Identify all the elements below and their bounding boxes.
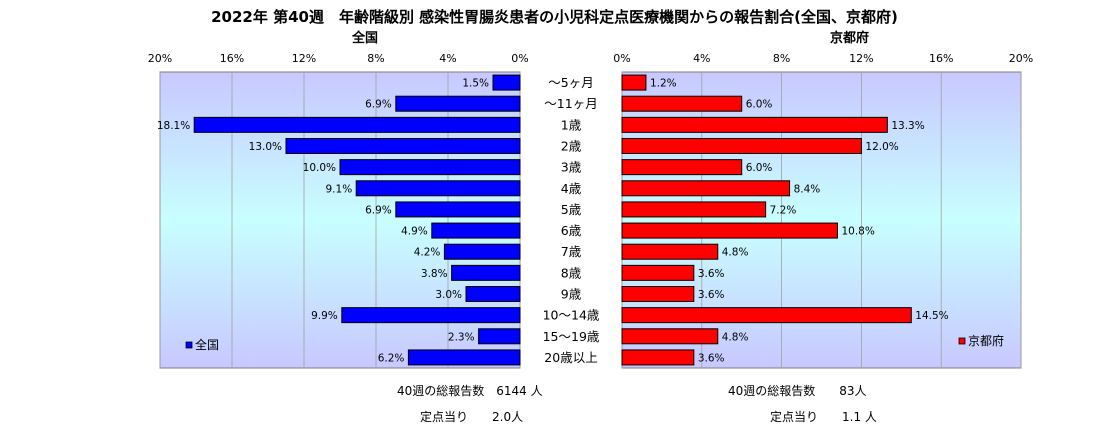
right-bar: [621, 138, 862, 154]
left-bar: [285, 138, 521, 154]
left-tick-label: 0%: [511, 52, 528, 65]
left-bar-label: 18.1%: [157, 120, 190, 132]
legend-swatch-right: [958, 337, 966, 345]
right-plot-area: [621, 71, 1022, 369]
left-bar: [341, 307, 521, 324]
left-panel-label: 全国: [352, 31, 379, 46]
left-bar-label: 3.8%: [421, 268, 448, 280]
right-bar: [621, 307, 912, 324]
right-bar-label: 4.8%: [722, 331, 749, 343]
right-bar-label: 6.0%: [746, 162, 773, 174]
right-bar-label: 3.6%: [698, 352, 725, 364]
category-label: 15～19歳: [543, 329, 600, 344]
left-bar: [407, 349, 521, 366]
category-label: 1歳: [561, 117, 582, 132]
right-bar-label: 13.3%: [891, 120, 924, 132]
legend-swatch-left: [185, 341, 193, 349]
left-per-site: 定点当り 2.0人: [420, 410, 524, 424]
right-tick-label: 16%: [929, 52, 953, 65]
left-bar: [431, 222, 521, 239]
left-bar: [492, 74, 521, 91]
legend-label-right: 京都府: [968, 333, 1004, 348]
right-bar-label: 8.4%: [794, 183, 821, 195]
left-bar: [451, 264, 521, 281]
category-label: ～5ヶ月: [548, 75, 593, 90]
left-bar: [395, 201, 521, 218]
right-bar-label: 12.0%: [865, 141, 898, 153]
left-bar: [395, 95, 521, 112]
right-panel-label: 京都府: [830, 31, 870, 46]
left-bar-label: 6.9%: [365, 204, 392, 216]
right-bar: [621, 222, 838, 239]
right-bar-label: 3.6%: [698, 289, 725, 301]
left-bar-label: 13.0%: [249, 141, 282, 153]
right-bar: [621, 328, 719, 345]
left-bar-label: 6.9%: [365, 99, 392, 111]
left-bar: [339, 159, 521, 176]
right-per-site: 定点当り 1.1 人: [770, 410, 877, 424]
left-bar: [193, 116, 521, 133]
left-bar-label: 1.5%: [462, 78, 489, 90]
category-label: ～11ヶ月: [544, 96, 597, 111]
left-tick-label: 8%: [367, 52, 384, 65]
legend-label-left: 全国: [195, 337, 219, 352]
right-tick-label: 12%: [849, 52, 873, 65]
right-bar: [621, 349, 695, 366]
right-bar-label: 1.2%: [650, 78, 677, 90]
left-bar-label: 2.3%: [448, 331, 475, 343]
right-bar: [621, 180, 791, 197]
right-bar: [621, 286, 695, 302]
left-bar: [465, 286, 521, 302]
right-bar: [621, 243, 719, 260]
category-label: 7歳: [561, 244, 582, 259]
left-bar-label: 4.2%: [414, 247, 441, 259]
left-tick-label: 16%: [220, 52, 244, 65]
right-bar: [621, 264, 695, 281]
left-bar-label: 9.1%: [326, 183, 353, 195]
left-bar-label: 10.0%: [303, 162, 336, 174]
category-label: 6歳: [561, 223, 582, 238]
category-label: 20歳以上: [544, 350, 597, 365]
category-label: 5歳: [561, 202, 582, 217]
right-bar-label: 4.8%: [722, 247, 749, 259]
right-bar-label: 6.0%: [746, 99, 773, 111]
category-label: 4歳: [561, 181, 582, 196]
right-tick-label: 0%: [613, 52, 630, 65]
right-tick-label: 4%: [693, 52, 710, 65]
left-bar-label: 3.0%: [435, 289, 462, 301]
category-label: 8歳: [561, 265, 582, 280]
left-bar-label: 9.9%: [311, 310, 338, 322]
left-plot-area: [159, 71, 521, 369]
right-bar: [621, 116, 888, 133]
left-bar-label: 4.9%: [401, 226, 428, 238]
left-tick-label: 20%: [148, 52, 172, 65]
right-bar: [621, 95, 743, 112]
left-total-reports: 40週の総報告数 6144 人: [397, 384, 543, 398]
right-bar-label: 3.6%: [698, 268, 725, 280]
left-tick-label: 12%: [292, 52, 316, 65]
right-bar-label: 7.2%: [770, 204, 797, 216]
chart-title: 2022年 第40週 年齢階級別 感染性胃腸炎患者の小児科定点医療機関からの報告…: [211, 8, 898, 26]
right-bar: [621, 159, 743, 176]
right-bar: [621, 74, 647, 91]
category-label: 9歳: [561, 287, 582, 302]
right-bar-label: 10.8%: [841, 226, 874, 238]
left-bar: [443, 243, 521, 260]
right-bar: [621, 201, 767, 218]
left-bar: [478, 328, 521, 345]
category-label: 2歳: [561, 139, 582, 154]
category-label: 3歳: [561, 160, 582, 175]
category-label: 10～14歳: [543, 308, 600, 323]
left-tick-label: 4%: [439, 52, 456, 65]
right-bar-label: 14.5%: [915, 310, 948, 322]
right-tick-label: 20%: [1009, 52, 1033, 65]
right-total-reports: 40週の総報告数 83人: [728, 384, 867, 398]
right-tick-label: 8%: [773, 52, 790, 65]
left-bar-label: 6.2%: [378, 352, 405, 364]
left-bar: [355, 180, 521, 197]
